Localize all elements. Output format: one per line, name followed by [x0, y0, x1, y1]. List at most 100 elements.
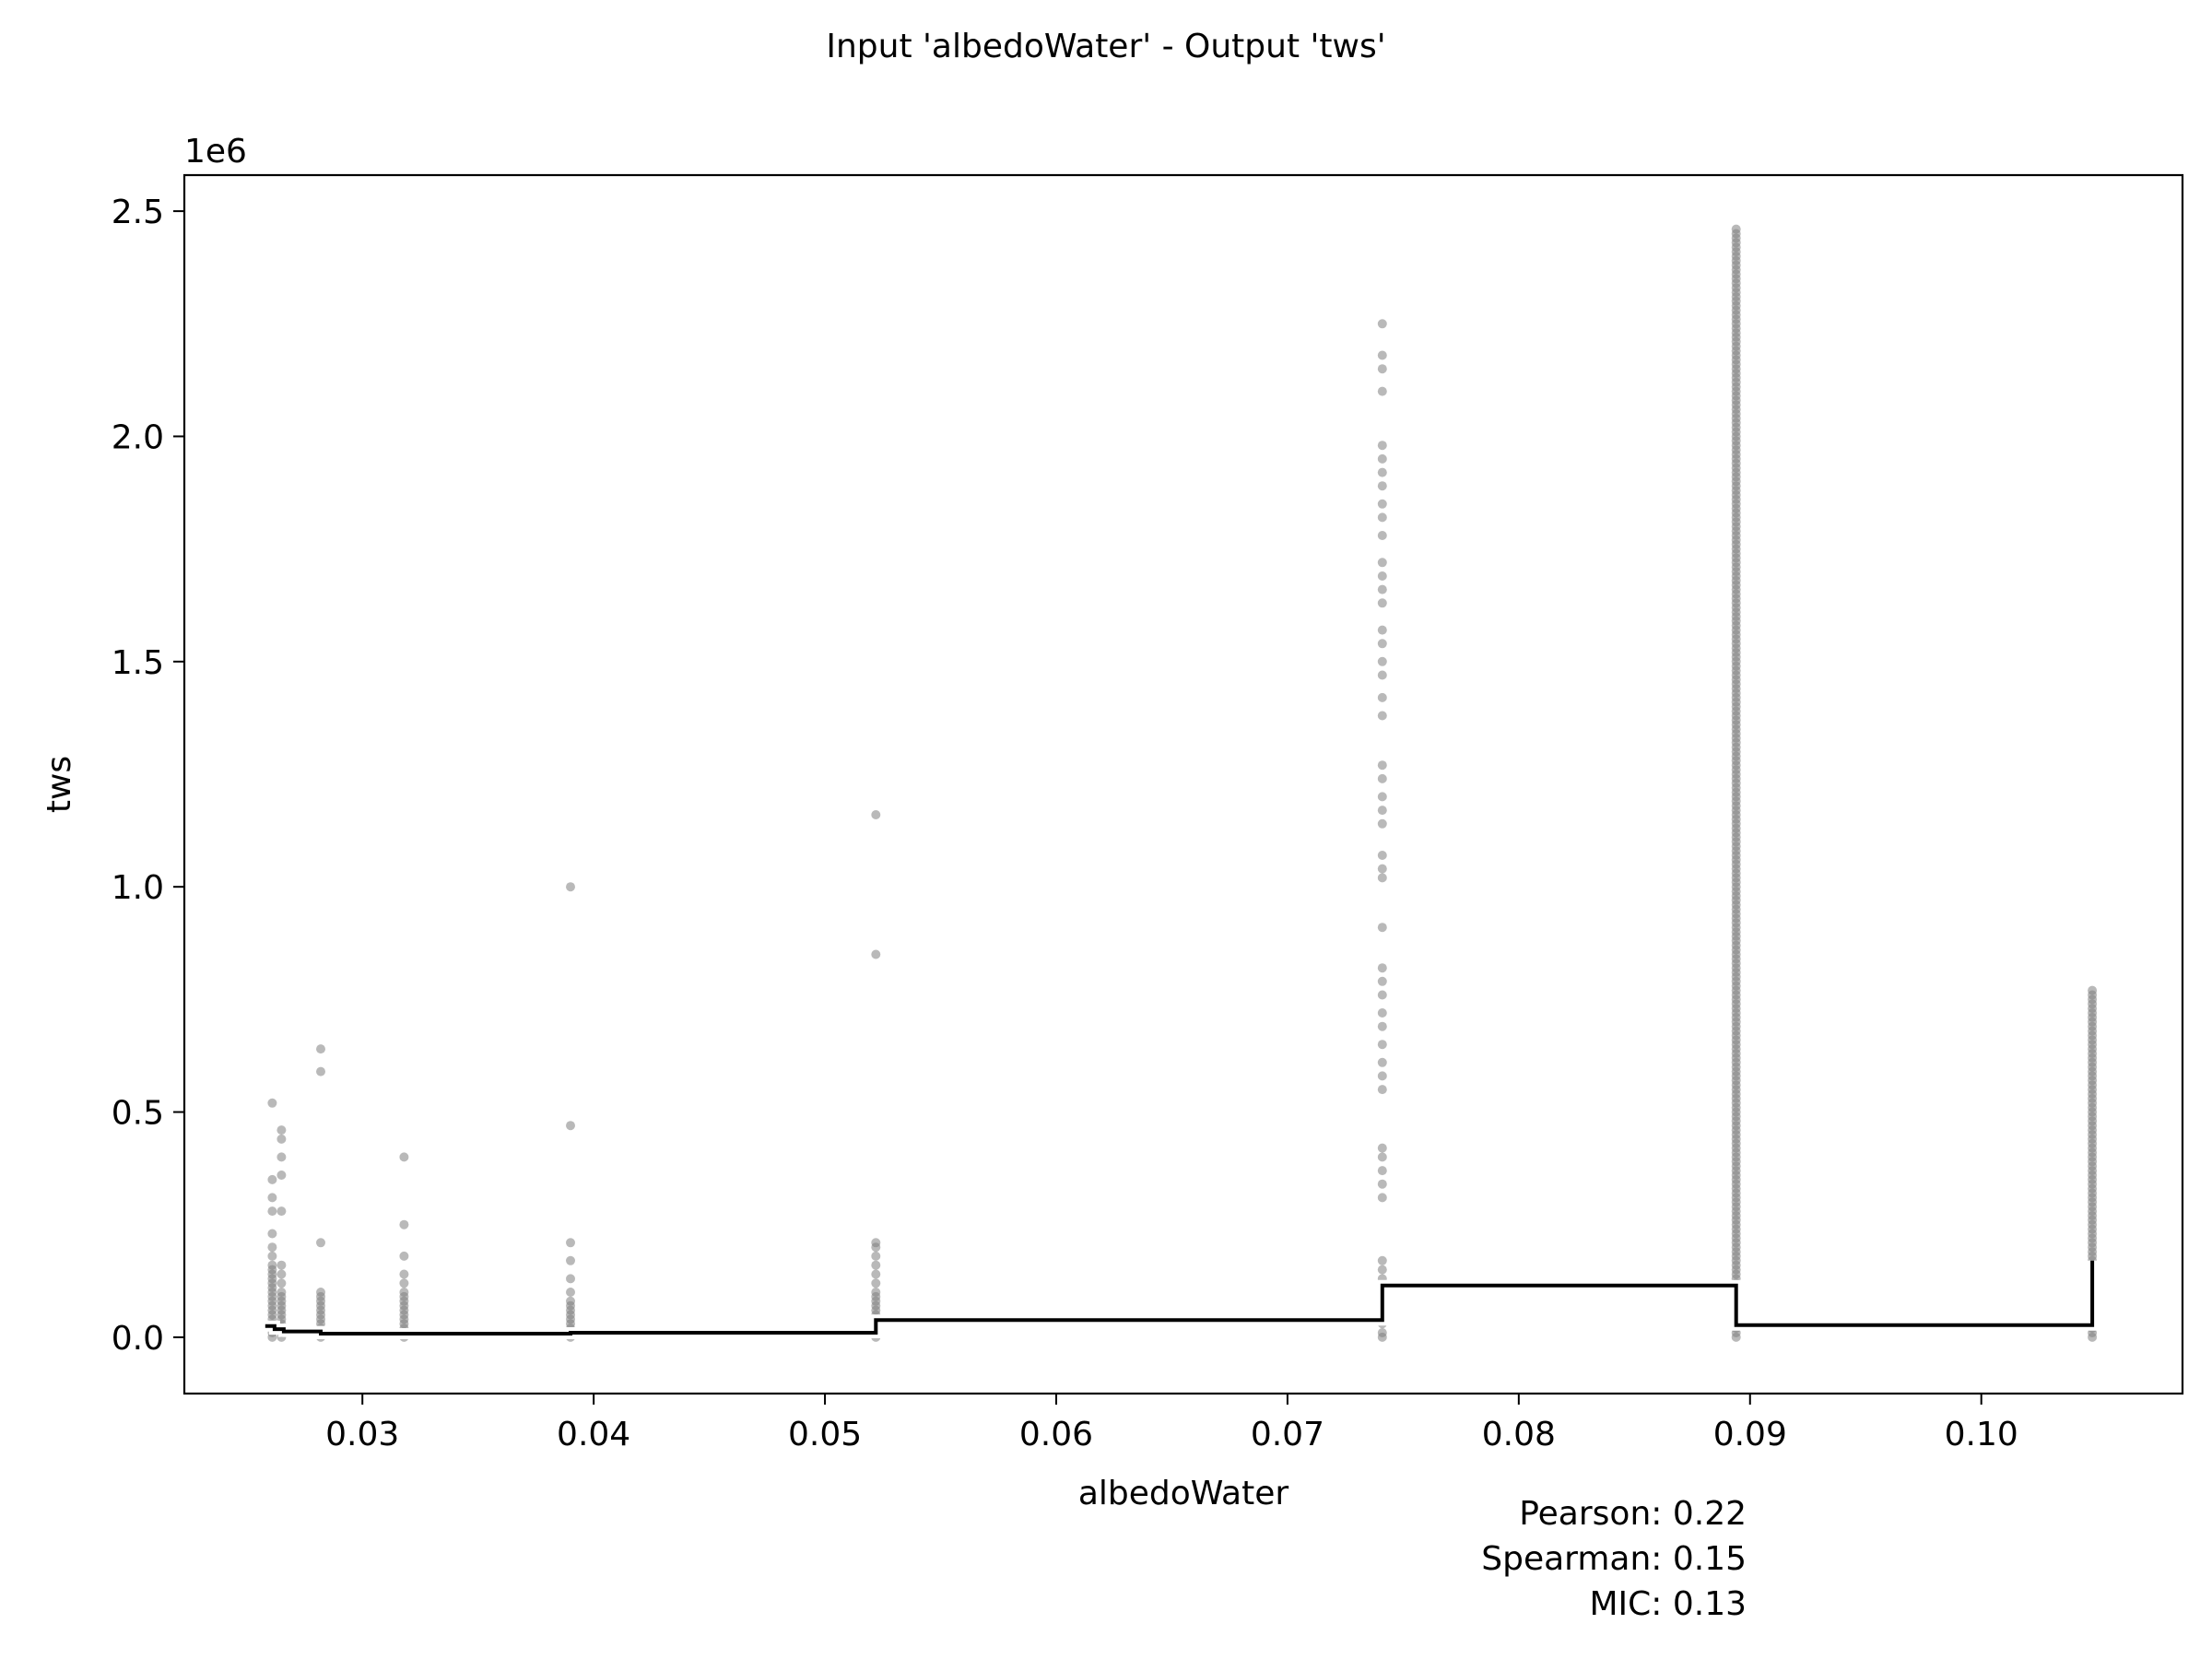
plot-area: [182, 173, 2184, 1395]
scatter-point: [1377, 350, 1387, 360]
scatter-point: [1377, 773, 1387, 783]
mic-stat: MIC: 0.13: [1589, 1585, 1747, 1623]
scatter-point: [1377, 692, 1387, 702]
scatter-point: [267, 1251, 277, 1261]
scatter-point: [1377, 670, 1387, 680]
scatter-point: [267, 1229, 277, 1239]
y-axis: 0.0 0.5 1.0 1.5 2.0 2.5: [112, 194, 184, 1358]
scatter-point: [267, 1242, 277, 1253]
scatter-point: [871, 949, 881, 959]
scatter-point: [1377, 792, 1387, 802]
scatter-point: [1377, 1179, 1387, 1189]
scatter-point: [1377, 584, 1387, 594]
scatter-point: [1377, 481, 1387, 491]
scatter-point: [1377, 1143, 1387, 1153]
scatter-point: [1377, 512, 1387, 523]
pearson-stat: Pearson: 0.22: [1519, 1495, 1747, 1533]
scatter-point: [1377, 760, 1387, 771]
y-axis-label: tws: [41, 756, 78, 813]
scatter-point: [871, 1278, 881, 1288]
scatter-point: [1377, 441, 1387, 451]
scatter-point: [1377, 558, 1387, 568]
scatter-point: [316, 1044, 325, 1054]
scatter-point: [276, 1125, 287, 1135]
scatter-point: [1377, 386, 1387, 396]
scatter-point: [399, 1251, 409, 1261]
x-tick-label: 0.04: [557, 1416, 630, 1453]
scatter-point: [1377, 639, 1387, 649]
scatter-point: [1377, 711, 1387, 721]
scatter-point: [1377, 1166, 1387, 1176]
scatter-point: [267, 1206, 277, 1217]
scatter-point: [276, 1134, 287, 1144]
step-line-path: [265, 1260, 2095, 1335]
x-tick-label: 0.03: [325, 1416, 399, 1453]
scatter-point: [1377, 923, 1387, 933]
scatter-point: [1377, 656, 1387, 666]
scatter-point: [276, 1152, 287, 1162]
scatter-point: [1377, 1057, 1387, 1067]
y-tick-label: 0.0: [112, 1320, 164, 1358]
y-tick-label: 1.5: [112, 644, 164, 682]
scatter-point: [1377, 1193, 1387, 1203]
scatter-point: [1377, 453, 1387, 464]
scatter-point: [566, 1121, 575, 1131]
scatter-point: [1377, 1008, 1387, 1018]
scatter-point: [1377, 1255, 1387, 1265]
x-tick-label: 0.06: [1019, 1416, 1093, 1453]
scatter-point: [566, 1274, 575, 1284]
y-tick-label: 2.5: [112, 194, 164, 231]
spearman-stat: Spearman: 0.15: [1481, 1540, 1747, 1578]
x-axis-label: albedoWater: [1078, 1475, 1289, 1512]
scatter-point: [1377, 864, 1387, 874]
chart-title: Input 'albedoWater' - Output 'tws': [826, 28, 1386, 65]
scatter-point: [1377, 1152, 1387, 1162]
scatter-point: [1377, 806, 1387, 816]
scatter-point: [871, 1242, 881, 1253]
scatter-point: [566, 1288, 575, 1297]
step-line: [265, 1260, 2099, 1339]
scatter-point: [1377, 1040, 1387, 1050]
scatter-point: [276, 1278, 287, 1288]
scatter-point: [1377, 499, 1387, 509]
scatter-point: [1377, 1071, 1387, 1081]
scatter-point: [1377, 1021, 1387, 1031]
x-tick-label: 0.05: [788, 1416, 862, 1453]
scatter-point: [276, 1206, 287, 1217]
scatter-point: [1377, 818, 1387, 829]
scatter-point: [2088, 985, 2098, 995]
scatter-point: [267, 1174, 277, 1184]
scatter-point: [399, 1219, 409, 1230]
scatter-point: [1377, 531, 1387, 540]
scatter-point: [566, 1238, 575, 1248]
y-tick-label: 0.5: [112, 1095, 164, 1133]
scatter-point: [1377, 1332, 1387, 1342]
y-tick-label: 2.0: [112, 418, 164, 456]
scatter-point: [566, 882, 575, 892]
scatter-point: [1377, 1085, 1387, 1095]
scatter-point: [1377, 571, 1387, 581]
scatter-point: [1377, 625, 1387, 635]
x-tick-label: 0.10: [1945, 1416, 2018, 1453]
scatter-point: [267, 1193, 277, 1203]
scatter-point: [871, 1251, 881, 1261]
scatter-point: [316, 1238, 325, 1248]
scatter-point: [1377, 364, 1387, 374]
scatter-point: [1377, 990, 1387, 1000]
scatter-point: [1377, 467, 1387, 477]
scatter-point: [1377, 976, 1387, 986]
y-axis-offset-label: 1e6: [184, 133, 247, 171]
scatter-point: [267, 1098, 277, 1108]
step-line-halo: [265, 1260, 2099, 1339]
scatter-point: [1731, 224, 1741, 234]
scatter-point: [399, 1269, 409, 1279]
scatter-points: [267, 224, 2098, 1342]
x-tick-label: 0.08: [1482, 1416, 1556, 1453]
scatter-point: [871, 1269, 881, 1279]
scatter-point: [1377, 598, 1387, 608]
scatter-point: [1377, 963, 1387, 973]
scatter-point: [316, 1066, 325, 1077]
scatter-point: [1377, 851, 1387, 860]
y-tick-label: 1.0: [112, 869, 164, 907]
